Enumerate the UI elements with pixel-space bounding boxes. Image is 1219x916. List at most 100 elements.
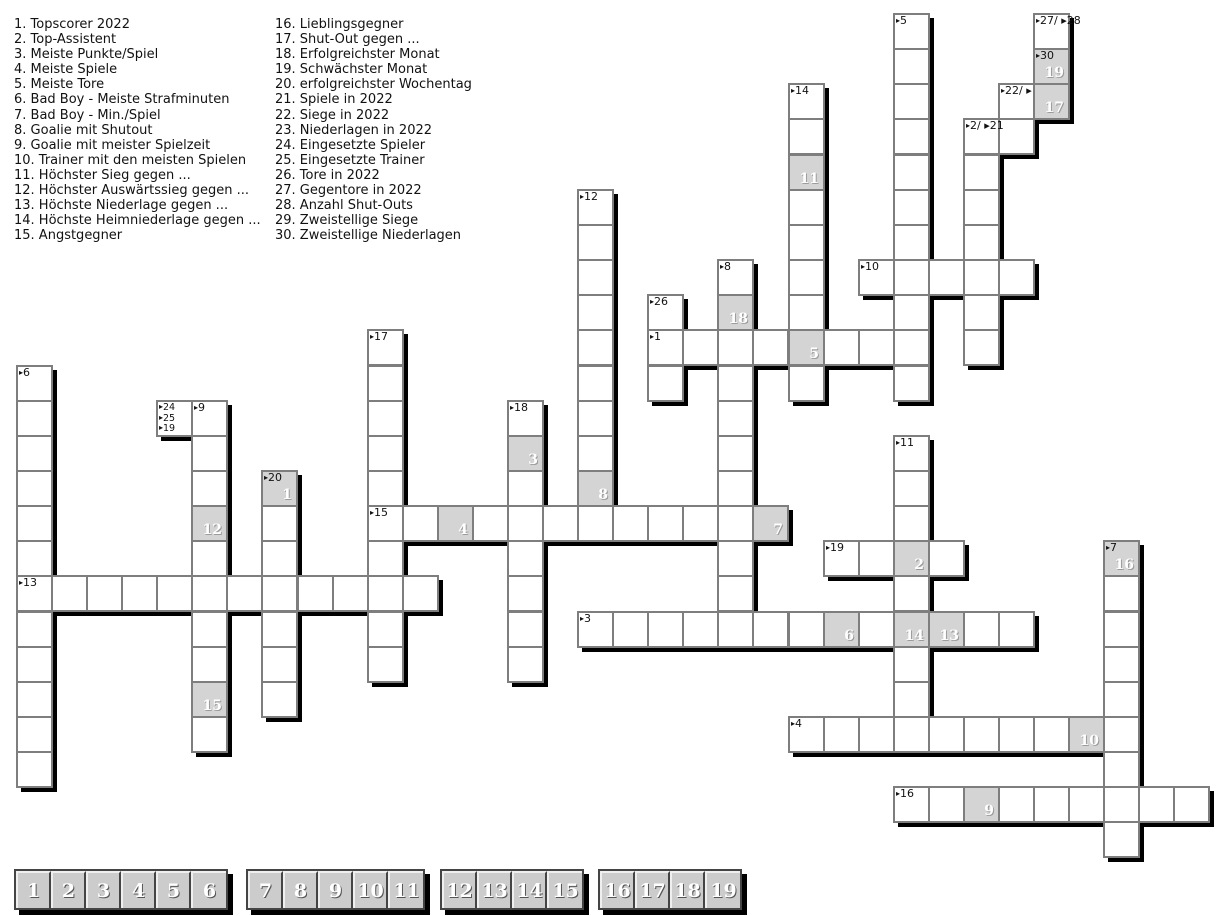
crossword-cell[interactable] [717, 540, 754, 577]
crossword-cell[interactable] [963, 154, 1000, 191]
solution-letter-box[interactable]: 7 [248, 871, 283, 908]
crossword-cell[interactable] [261, 681, 298, 718]
crossword-cell[interactable] [507, 646, 544, 683]
crossword-cell[interactable] [51, 575, 88, 612]
crossword-cell[interactable] [261, 611, 298, 648]
crossword-cell[interactable] [928, 786, 965, 823]
crossword-cell[interactable] [507, 540, 544, 577]
crossword-cell[interactable] [682, 505, 719, 542]
crossword-cell[interactable] [1033, 13, 1070, 50]
crossword-cell[interactable] [16, 611, 53, 648]
crossword-cell[interactable] [16, 400, 53, 437]
crossword-cell[interactable] [1103, 786, 1140, 823]
crossword-cell[interactable] [717, 400, 754, 437]
solution-letter-box[interactable]: 6 [191, 871, 226, 908]
solution-letter-box[interactable]: 17 [635, 871, 670, 908]
crossword-cell[interactable] [893, 259, 930, 296]
crossword-cell[interactable] [893, 154, 930, 191]
crossword-cell[interactable] [928, 716, 965, 753]
crossword-solution-cell[interactable] [191, 505, 228, 542]
crossword-cell[interactable] [858, 540, 895, 577]
crossword-cell[interactable] [788, 224, 825, 261]
crossword-cell[interactable] [577, 365, 614, 402]
crossword-cell[interactable] [998, 611, 1035, 648]
solution-letter-box[interactable]: 18 [670, 871, 705, 908]
crossword-cell[interactable] [647, 505, 684, 542]
crossword-cell[interactable] [507, 470, 544, 507]
crossword-cell[interactable] [893, 681, 930, 718]
crossword-cell[interactable] [156, 575, 193, 612]
crossword-cell[interactable] [577, 400, 614, 437]
crossword-cell[interactable] [1103, 716, 1140, 753]
crossword-cell[interactable] [191, 575, 228, 612]
solution-letter-box[interactable]: 11 [388, 871, 423, 908]
crossword-cell[interactable] [893, 505, 930, 542]
crossword-cell[interactable] [367, 435, 404, 472]
solution-letter-box[interactable]: 1 [16, 871, 51, 908]
crossword-cell[interactable] [963, 611, 1000, 648]
crossword-cell[interactable] [261, 505, 298, 542]
crossword-cell[interactable] [647, 611, 684, 648]
crossword-cell[interactable] [963, 716, 1000, 753]
crossword-cell[interactable] [998, 118, 1035, 155]
solution-letter-box[interactable]: 9 [318, 871, 353, 908]
crossword-cell[interactable] [823, 716, 860, 753]
crossword-cell[interactable] [367, 470, 404, 507]
solution-letter-box[interactable]: 19 [705, 871, 740, 908]
crossword-cell[interactable] [682, 611, 719, 648]
crossword-cell[interactable] [612, 505, 649, 542]
solution-letter-box[interactable]: 12 [442, 871, 477, 908]
crossword-cell[interactable] [577, 329, 614, 366]
crossword-cell[interactable] [682, 329, 719, 366]
crossword-cell[interactable] [472, 505, 509, 542]
crossword-cell[interactable] [16, 646, 53, 683]
solution-letter-box[interactable]: 13 [477, 871, 512, 908]
crossword-cell[interactable] [717, 329, 754, 366]
crossword-cell[interactable] [191, 540, 228, 577]
crossword-cell[interactable] [191, 646, 228, 683]
crossword-cell[interactable] [823, 329, 860, 366]
solution-letter-box[interactable]: 16 [600, 871, 635, 908]
solution-letter-box[interactable]: 15 [547, 871, 582, 908]
crossword-cell[interactable] [261, 540, 298, 577]
crossword-cell[interactable] [16, 716, 53, 753]
crossword-cell[interactable] [717, 575, 754, 612]
crossword-cell[interactable] [1103, 681, 1140, 718]
crossword-solution-cell[interactable] [963, 786, 1000, 823]
crossword-cell[interactable] [367, 365, 404, 402]
crossword-cell[interactable] [612, 611, 649, 648]
crossword-cell[interactable] [191, 470, 228, 507]
crossword-cell[interactable] [893, 83, 930, 120]
crossword-cell[interactable] [893, 435, 930, 472]
solution-letter-box[interactable]: 14 [512, 871, 547, 908]
crossword-cell[interactable] [577, 224, 614, 261]
crossword-cell[interactable] [1103, 751, 1140, 788]
crossword-cell[interactable] [1173, 786, 1210, 823]
crossword-cell[interactable] [717, 365, 754, 402]
crossword-cell[interactable] [577, 259, 614, 296]
crossword-cell[interactable] [1103, 575, 1140, 612]
crossword-solution-cell[interactable] [893, 540, 930, 577]
crossword-cell[interactable] [16, 435, 53, 472]
crossword-cell[interactable] [928, 540, 965, 577]
crossword-cell[interactable] [16, 365, 53, 402]
crossword-cell[interactable] [893, 786, 930, 823]
solution-letter-box[interactable]: 10 [353, 871, 388, 908]
crossword-cell[interactable] [367, 540, 404, 577]
crossword-cell[interactable] [402, 505, 439, 542]
crossword-cell[interactable] [577, 294, 614, 331]
crossword-cell[interactable] [893, 118, 930, 155]
solution-letter-box[interactable]: 4 [121, 871, 156, 908]
crossword-cell[interactable] [858, 716, 895, 753]
crossword-solution-cell[interactable] [752, 505, 789, 542]
crossword-cell[interactable] [998, 716, 1035, 753]
crossword-cell[interactable] [261, 646, 298, 683]
crossword-cell[interactable] [893, 470, 930, 507]
crossword-cell[interactable] [893, 189, 930, 226]
crossword-solution-cell[interactable] [717, 294, 754, 331]
crossword-cell[interactable] [788, 259, 825, 296]
crossword-cell[interactable] [963, 189, 1000, 226]
crossword-solution-cell[interactable] [1033, 83, 1070, 120]
crossword-cell[interactable] [928, 259, 965, 296]
crossword-cell[interactable] [16, 470, 53, 507]
